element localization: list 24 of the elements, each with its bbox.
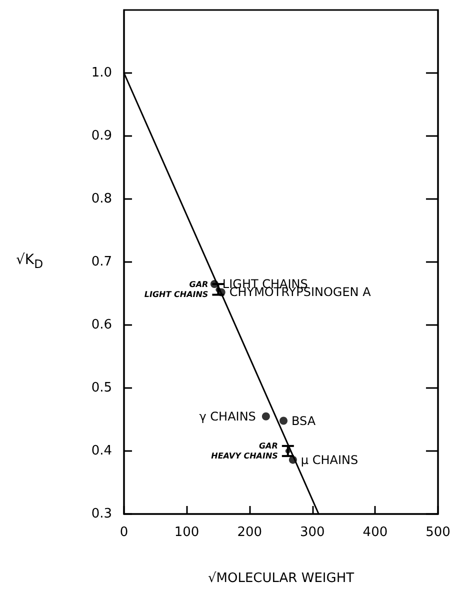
annotation: μ CHAINS [300, 452, 358, 467]
point [280, 416, 288, 425]
y-tick-label: 0.9 [91, 128, 112, 144]
y-tick-label: 0.7 [91, 254, 112, 270]
x-tick-label: 500 [426, 525, 450, 540]
y-tick-label: 0.5 [91, 380, 112, 396]
annotation: BSA [292, 414, 316, 428]
annotation: γ CHAINS [199, 409, 256, 424]
y-tick-label: 0.4 [91, 444, 112, 458]
y-axis-title: √K$_{D}$ [16, 252, 44, 271]
annotation: GAR HEAVY CHAINS [211, 442, 278, 460]
x-tick-label: 300 [300, 525, 325, 540]
x-tick-label: 200 [237, 525, 262, 540]
x-tick-label: 0 [120, 525, 128, 540]
y-tick-label: 1.0 [91, 66, 112, 80]
annotation: GAR LIGHT CHAINS [144, 280, 208, 300]
x-axis-title: √MOLECULAR WEIGHT [208, 571, 354, 586]
point [262, 412, 270, 420]
y-tick-label: 0.3 [91, 506, 112, 522]
y-tick-label: 0.8 [91, 192, 112, 206]
x-tick-label: 100 [174, 525, 200, 540]
y-tick-label: 0.6 [91, 318, 112, 332]
x-tick-label: 400 [362, 525, 388, 540]
point [285, 448, 290, 454]
